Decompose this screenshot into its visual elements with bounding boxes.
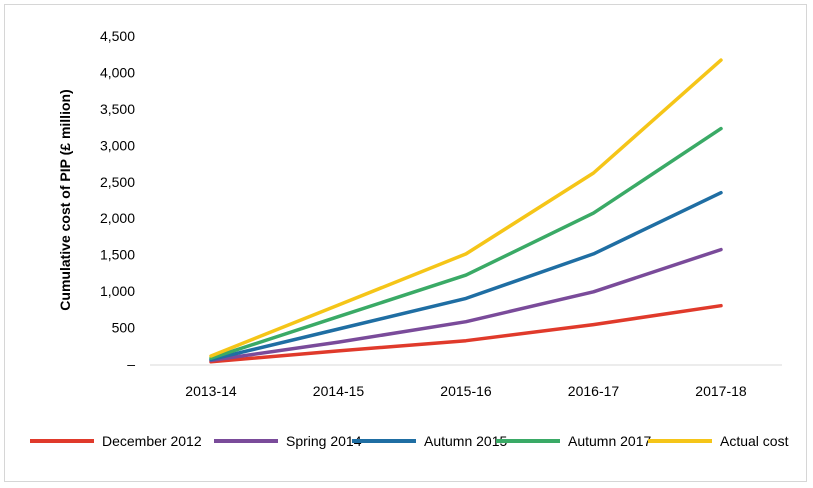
y-axis-label: Cumulative cost of PIP (£ million) [57, 89, 73, 310]
legend: December 2012 Spring 2014 Autumn 2015 Autum… [30, 433, 789, 449]
y-tick-label: 500 [112, 320, 136, 336]
y-tick-label: 2,500 [100, 174, 135, 190]
y-axis: – 500 1,000 1,500 2,000 2,500 3,000 3,500 4,000 4… [100, 28, 135, 372]
series-lines [209, 58, 723, 364]
legend-label: Spring 2014 [286, 433, 362, 449]
legend-label: Actual cost [720, 433, 789, 449]
x-tick-label: 2017-18 [695, 383, 747, 399]
x-tick-label: 2016-17 [568, 383, 620, 399]
chart-frame [4, 4, 807, 482]
y-tick-label: 2,000 [100, 210, 135, 226]
series-line-autumn-2015 [209, 190, 723, 362]
y-tick-label: 1,000 [100, 283, 135, 299]
series-line-december-2012 [209, 303, 723, 364]
y-tick-label: 1,500 [100, 247, 135, 263]
y-tick-label: 3,500 [100, 101, 135, 117]
series-line-actual-cost [209, 58, 723, 358]
y-tick-label: 4,500 [100, 28, 135, 44]
x-axis: 2013-14 2014-15 2015-16 2016-17 2017-18 [150, 364, 782, 399]
legend-label: December 2012 [102, 433, 202, 449]
y-tick-label: 3,000 [100, 137, 135, 153]
x-tick-label: 2014-15 [313, 383, 365, 399]
x-tick-label: 2015-16 [440, 383, 492, 399]
series-line-spring-2014 [209, 247, 723, 363]
series-line-autumn-2017 [209, 126, 723, 360]
x-tick-label: 2013-14 [185, 383, 237, 399]
legend-label: Autumn 2015 [424, 433, 507, 449]
y-tick-label: 4,000 [100, 64, 135, 80]
legend-label: Autumn 2017 [568, 433, 651, 449]
y-tick-label: – [127, 356, 135, 372]
